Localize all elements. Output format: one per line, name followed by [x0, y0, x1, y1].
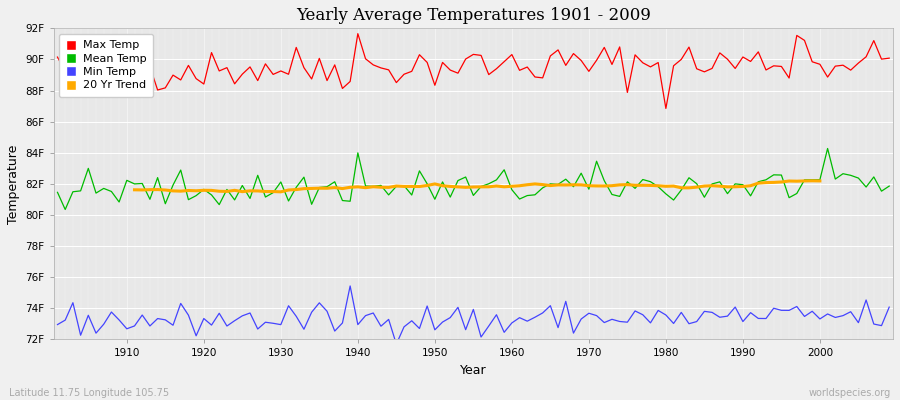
Min Temp	[345, 284, 356, 288]
20 Yr Trend	[275, 190, 286, 194]
Mean Temp	[823, 146, 833, 151]
Min Temp	[615, 319, 626, 324]
Min Temp	[391, 342, 401, 346]
20 Yr Trend	[706, 183, 717, 188]
Mean Temp	[59, 207, 70, 212]
Min Temp	[52, 322, 63, 327]
Title: Yearly Average Temperatures 1901 - 2009: Yearly Average Temperatures 1901 - 2009	[296, 7, 651, 24]
Legend: Max Temp, Mean Temp, Min Temp, 20 Yr Trend: Max Temp, Mean Temp, Min Temp, 20 Yr Tre…	[59, 34, 153, 97]
20 Yr Trend	[221, 189, 232, 194]
20 Yr Trend	[791, 179, 802, 184]
20 Yr Trend	[345, 185, 356, 190]
Mean Temp	[337, 198, 347, 203]
Min Temp	[884, 305, 895, 310]
Mean Temp	[52, 190, 63, 195]
20 Yr Trend	[806, 178, 817, 183]
Max Temp	[353, 31, 364, 36]
Min Temp	[514, 315, 525, 320]
Max Temp	[661, 106, 671, 111]
Max Temp	[884, 56, 895, 60]
20 Yr Trend	[129, 188, 140, 192]
Max Temp	[52, 55, 63, 60]
Min Temp	[284, 303, 294, 308]
Mean Temp	[884, 184, 895, 188]
Line: Min Temp: Min Temp	[58, 286, 889, 344]
Max Temp	[329, 62, 340, 67]
Min Temp	[522, 319, 533, 324]
Mean Temp	[514, 197, 525, 202]
20 Yr Trend	[814, 178, 825, 183]
Max Temp	[507, 52, 517, 57]
Max Temp	[607, 62, 617, 67]
Max Temp	[514, 68, 525, 73]
Line: Mean Temp: Mean Temp	[58, 148, 889, 210]
Line: 20 Yr Trend: 20 Yr Trend	[134, 181, 820, 192]
Max Temp	[113, 72, 124, 77]
Mean Temp	[122, 178, 132, 183]
Text: worldspecies.org: worldspecies.org	[809, 388, 891, 398]
Line: Max Temp: Max Temp	[58, 34, 889, 108]
Mean Temp	[291, 185, 302, 190]
20 Yr Trend	[615, 182, 626, 187]
X-axis label: Year: Year	[460, 364, 487, 377]
Mean Temp	[507, 187, 517, 192]
Mean Temp	[607, 192, 617, 197]
Y-axis label: Temperature: Temperature	[7, 144, 20, 224]
Text: Latitude 11.75 Longitude 105.75: Latitude 11.75 Longitude 105.75	[9, 388, 169, 398]
Min Temp	[329, 329, 340, 334]
Max Temp	[284, 72, 294, 77]
20 Yr Trend	[722, 184, 733, 189]
Min Temp	[113, 318, 124, 322]
